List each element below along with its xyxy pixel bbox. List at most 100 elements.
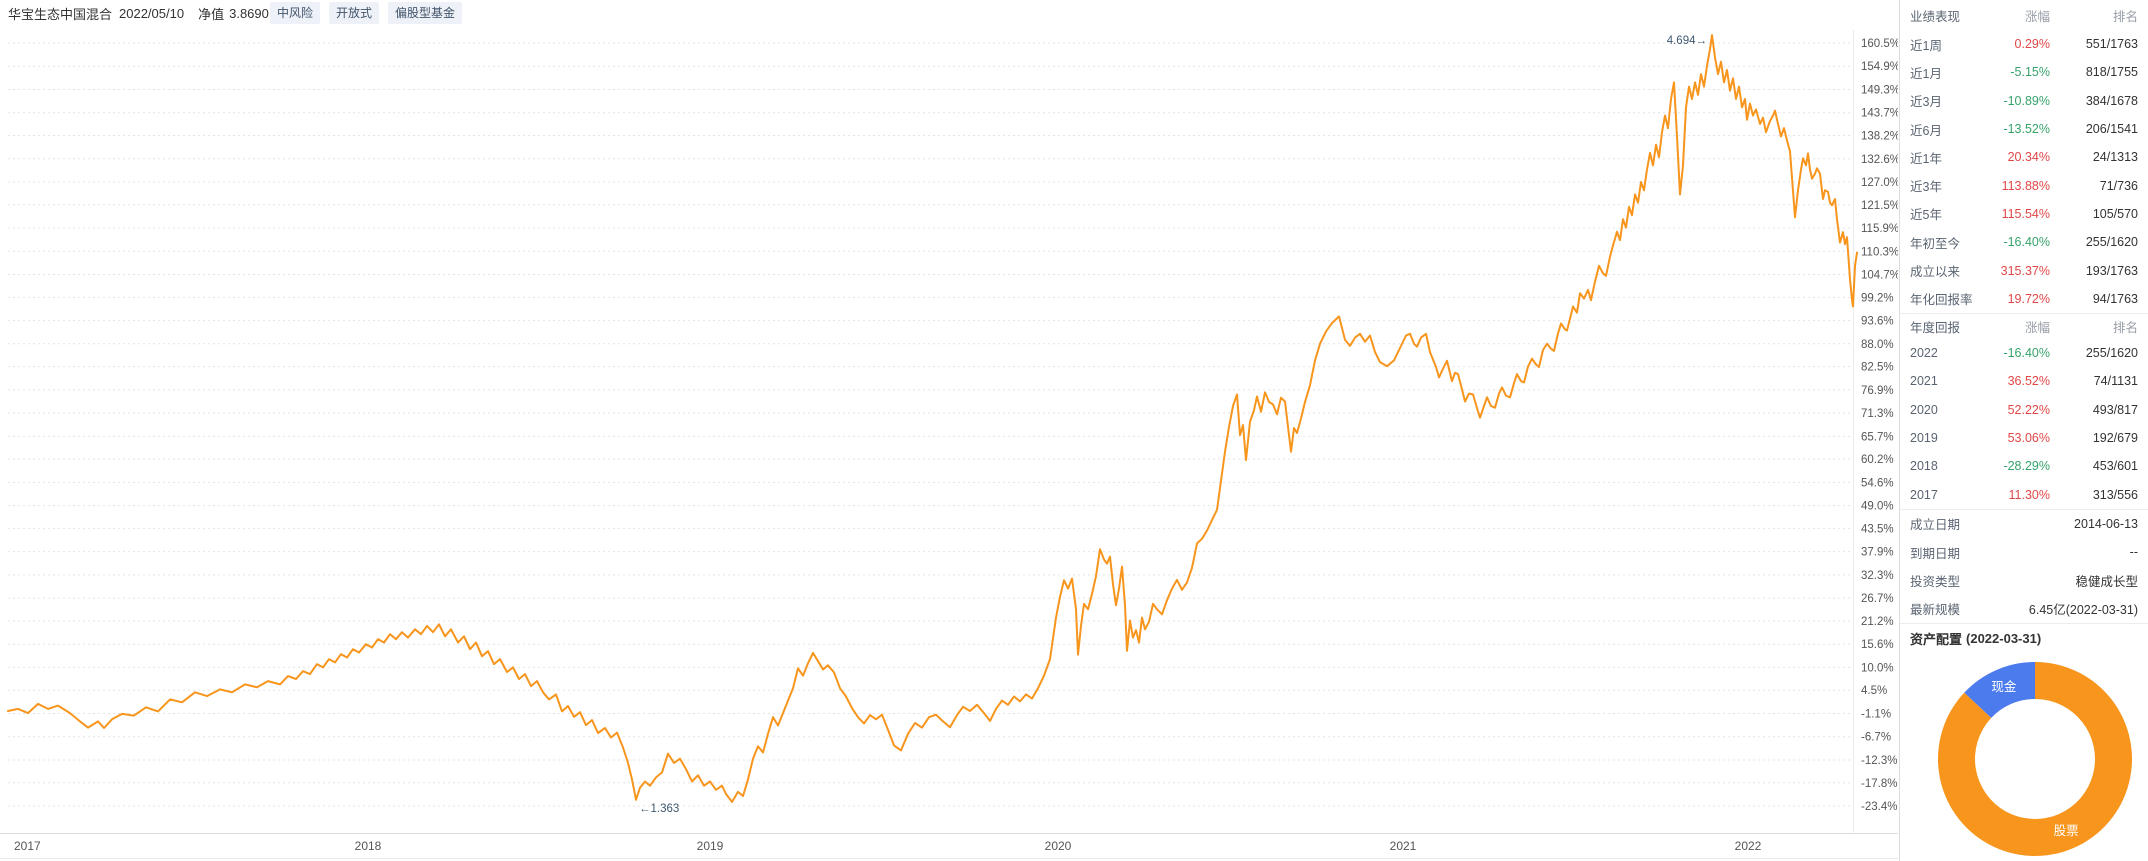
y-axis-tick-label: 32.3% (1861, 570, 1894, 582)
performance-label: 年化回报率 (1910, 293, 1973, 308)
performance-row: 近1周 0.29% 551/1763 (1910, 30, 2138, 58)
performance-change: 113.88% (2001, 178, 2050, 193)
annual-change: -28.29% (2003, 459, 2050, 474)
performance-rows: 近1周 0.29% 551/1763 近1月 -5.15% 818/1755 近3月 -10.… (1910, 30, 2138, 313)
performance-row: 成立以来 315.37% 193/1763 (1910, 256, 2138, 284)
fund-tag-0: 中风险 (270, 2, 321, 24)
y-axis-tick-label: 71.3% (1861, 408, 1894, 420)
performance-row: 年初至今 -16.40% 255/1620 (1910, 228, 2138, 256)
y-axis-tick-label: 21.2% (1861, 616, 1894, 628)
y-axis-tick-label: 110.3% (1861, 246, 1898, 258)
y-axis-tick-label: 149.3% (1861, 84, 1898, 96)
performance-change: 19.72% (2007, 291, 2050, 306)
performance-rank: 384/1678 (2085, 93, 2138, 108)
y-axis-tick-label: 132.6% (1861, 154, 1898, 166)
asset-allocation-section: 资产配置 (2022-03-31) 股票 现金 (1900, 624, 2148, 861)
performance-change: -13.52% (2003, 122, 2050, 137)
performance-label: 近6月 (1910, 123, 1942, 138)
performance-rank: 24/1313 (2092, 150, 2138, 165)
fund-info-section: 成立日期 2014-06-13 到期日期 -- 投资类型 稳健成长型 最新规模 6.45亿(2… (1900, 510, 2148, 624)
fund-info-row: 最新规模 6.45亿(2022-03-31) (1910, 595, 2138, 623)
annual-rank: 313/556 (2092, 487, 2138, 502)
fund-info-value: 6.45亿(2022-03-31) (2028, 603, 2138, 618)
performance-row: 近1月 -5.15% 818/1755 (1910, 58, 2138, 86)
y-axis-tick-label: 121.5% (1861, 200, 1898, 212)
fund-info-rows: 成立日期 2014-06-13 到期日期 -- 投资类型 稳健成长型 最新规模 6.45亿(2… (1910, 510, 2138, 623)
performance-change: 0.29% (2014, 37, 2050, 52)
annual-change: 36.52% (2007, 374, 2050, 389)
performance-change: 315.37% (2000, 263, 2050, 278)
fund-info-value: 稳健成长型 (2075, 574, 2138, 589)
annual-row: 2020 52.22% 493/817 (1910, 396, 2138, 424)
fund-info-row: 投资类型 稳健成长型 (1910, 566, 2138, 594)
annual-label: 2020 (1910, 402, 1938, 417)
performance-change: 20.34% (2007, 150, 2050, 165)
y-axis-tick-label: 37.9% (1861, 547, 1894, 559)
nav-performance-chart[interactable]: 160.5% 154.9% 149.3% 143.7% 138.2% 132.6% 127.… (0, 0, 1898, 861)
y-axis-tick-label: 104.7% (1861, 270, 1898, 282)
y-axis-tick-label: 82.5% (1861, 362, 1894, 374)
annual-rank: 192/679 (2092, 431, 2138, 445)
donut-slice-现金[interactable] (1964, 661, 2035, 718)
y-axis-tick-label: 54.6% (1861, 477, 1894, 489)
asset-allocation-date: (2022-03-31) (1966, 631, 2042, 647)
performance-change: -16.40% (2003, 235, 2050, 250)
fund-info-label: 到期日期 (1910, 546, 1961, 561)
y-axis-tick-label: -23.4% (1861, 801, 1897, 813)
y-axis-tick-label: -6.7% (1861, 732, 1891, 744)
nav-extreme-annotation: ←1.363 (639, 803, 679, 815)
annual-row: 2021 36.52% 74/1131 (1910, 367, 2138, 395)
y-axis-tick-label: 99.2% (1861, 292, 1894, 304)
performance-row: 近5年 115.54% 105/570 (1910, 200, 2138, 228)
fund-info-value: 2014-06-13 (2074, 516, 2138, 531)
fund-tag-1: 开放式 (329, 2, 380, 24)
y-axis-tick-label: 26.7% (1861, 593, 1894, 605)
performance-label: 近3月 (1910, 95, 1942, 110)
performance-rank: 193/1763 (2085, 263, 2138, 278)
y-axis-tick-label: -12.3% (1861, 755, 1897, 767)
annual-header-label: 年度回报 (1910, 320, 1961, 335)
donut-slice-股票[interactable] (1938, 661, 2132, 856)
asset-allocation-title-text: 资产配置 (1910, 632, 1963, 648)
y-axis-tick-label: 43.5% (1861, 523, 1894, 535)
performance-row: 近3年 113.88% 71/736 (1910, 171, 2138, 199)
fund-header: 华宝生态中国混合 2022/05/10 净值 3.8690 中风险 开放式 偏股型基… (0, 0, 1898, 26)
y-axis-tick-label: 88.0% (1861, 339, 1894, 351)
y-axis-tick-label: -17.8% (1861, 778, 1897, 790)
annual-change: 53.06% (2007, 431, 2050, 445)
donut-slice-label: 现金 (1991, 679, 2017, 694)
x-axis-tick-label: 2017 (14, 839, 41, 853)
annual-row: 2022 -16.40% 255/1620 (1910, 339, 2138, 367)
performance-label: 近5年 (1910, 208, 1942, 223)
fund-tags: 中风险 开放式 偏股型基金 (270, 2, 471, 24)
x-axis-tick-label: 2020 (1045, 839, 1072, 853)
y-axis-tick-label: 65.7% (1861, 431, 1894, 443)
y-axis-tick-label: 4.5% (1861, 685, 1887, 697)
y-axis-tick-label: 143.7% (1861, 108, 1898, 120)
performance-label: 近1年 (1910, 151, 1942, 166)
performance-row: 近6月 -13.52% 206/1541 (1910, 115, 2138, 143)
y-axis-tick-label: 10.0% (1861, 662, 1894, 674)
annual-return-section: 年度回报 涨幅 排名 2022 -16.40% 255/1620 2021 36.52%… (1900, 314, 2148, 510)
y-axis-tick-label: 160.5% (1861, 38, 1898, 50)
annual-label: 2022 (1910, 346, 1938, 361)
y-axis-tick-label: 127.0% (1861, 177, 1898, 189)
performance-label: 年初至今 (1910, 236, 1961, 251)
fund-title: 华宝生态中国混合 2022/05/10 净值 3.8690 (8, 0, 269, 26)
annual-rows: 2022 -16.40% 255/1620 2021 36.52% 74/1131 2020… (1910, 339, 2138, 509)
performance-section: 业绩表现 涨幅 排名 近1周 0.29% 551/1763 近1月 -5.15% 818/… (1900, 0, 2148, 314)
performance-rank: 255/1620 (2085, 235, 2138, 250)
performance-change: -10.89% (2003, 93, 2050, 108)
fund-tag-2: 偏股型基金 (388, 2, 463, 24)
x-axis-tick-label: 2021 (1390, 839, 1417, 853)
fund-info-label: 成立日期 (1910, 518, 1961, 533)
annual-label: 2017 (1910, 487, 1938, 502)
annual-label: 2019 (1910, 431, 1938, 445)
x-axis-tick-label: 2019 (697, 839, 724, 853)
y-axis-tick-label: 49.0% (1861, 501, 1894, 513)
asset-allocation-donut[interactable]: 股票 现金 (1910, 654, 2139, 861)
fund-info-label: 投资类型 (1910, 574, 1961, 589)
performance-label: 近1月 (1910, 66, 1942, 81)
performance-header-rank: 排名 (2112, 9, 2138, 24)
